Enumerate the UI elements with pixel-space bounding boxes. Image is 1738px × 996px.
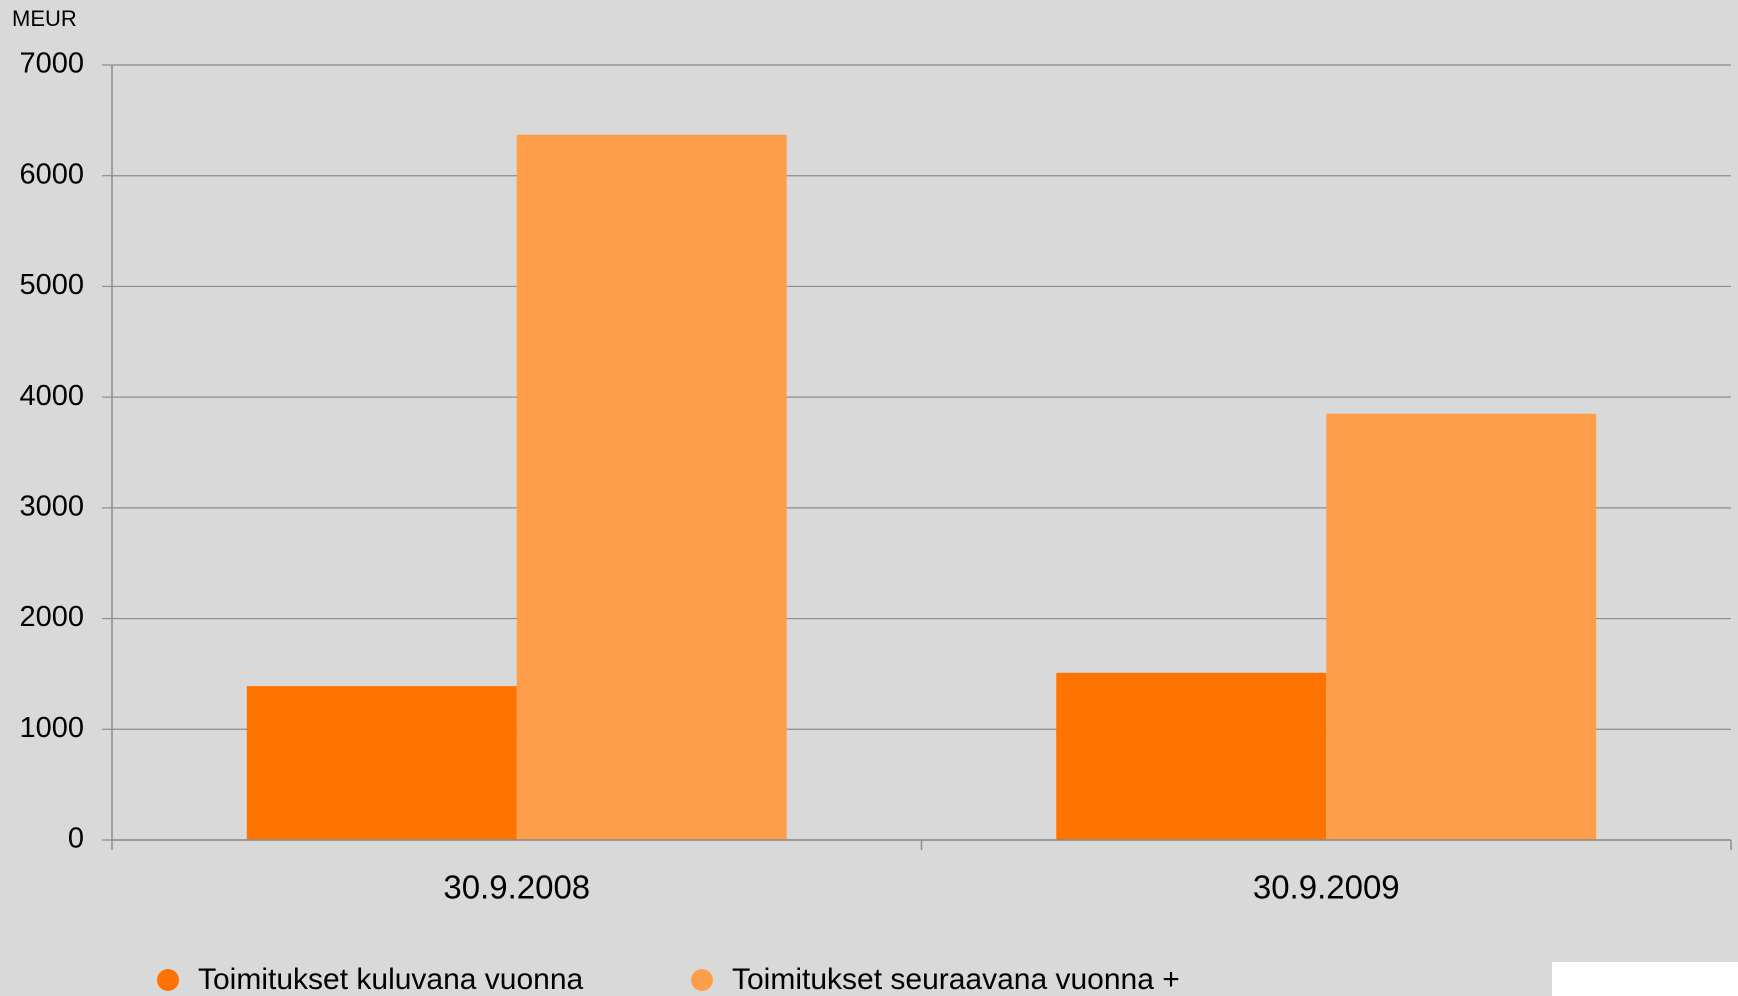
bar [246,686,517,840]
y-axis-label: MEUR [12,6,77,31]
bar [1326,413,1597,840]
bar [1056,672,1327,840]
y-tick-label: 1000 [19,712,84,744]
y-tick-label: 5000 [19,269,84,301]
y-tick-label: 6000 [19,158,84,190]
corner-box [1552,962,1738,996]
legend-marker [157,969,179,991]
y-tick-label: 3000 [19,491,84,523]
legend-label: Toimitukset kuluvana vuonna [198,963,584,996]
legend-label: Toimitukset seuraavana vuonna + [732,963,1180,996]
y-tick-label: 4000 [19,380,84,412]
legend-marker [691,969,713,991]
y-tick-label: 0 [68,823,84,855]
x-tick-label: 30.9.2009 [1253,869,1400,906]
bar [516,134,787,840]
x-tick-label: 30.9.2008 [443,869,590,906]
y-tick-label: 7000 [19,48,84,80]
y-tick-label: 2000 [19,601,84,633]
